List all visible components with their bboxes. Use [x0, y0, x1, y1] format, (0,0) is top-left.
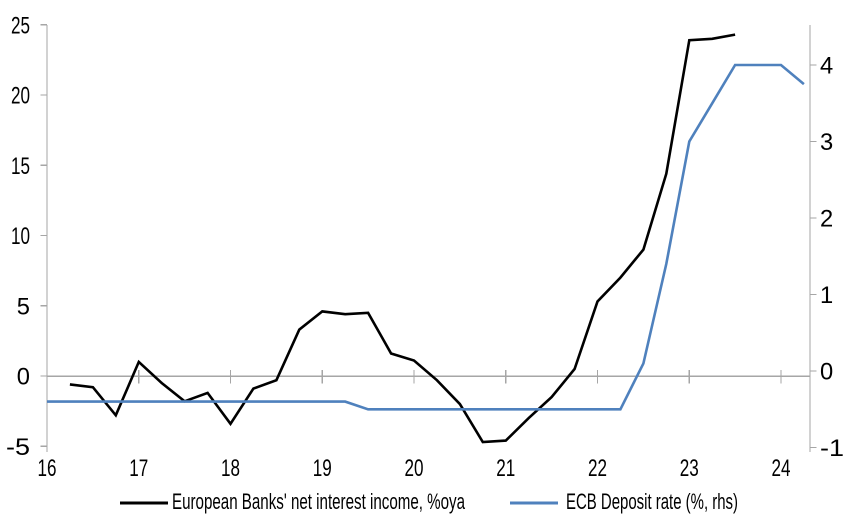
series-line-ecb-deposit-rate [47, 63, 805, 411]
legend: European Banks' net interest income, %oy… [120, 489, 738, 514]
x-axis-tick-label: 23 [680, 455, 699, 482]
x-axis-tick-label: 24 [772, 455, 791, 482]
right-axis-tick-label: 3 [820, 129, 833, 156]
x-axis-tick-label: 18 [221, 455, 240, 482]
x-axis-tick-label: 17 [129, 455, 148, 482]
x-axis-tick-label: 22 [588, 455, 607, 482]
legend-label-ecb-deposit-rate: ECB Deposit rate (%, rhs) [566, 489, 738, 514]
x-axis-tick-label: 16 [38, 455, 57, 482]
left-axis-tick-label: 20 [11, 83, 30, 110]
right-axis-tick-label: -1 [820, 435, 844, 462]
right-axis-tick-label: 4 [820, 53, 833, 80]
left-axis-tick-label: -5 [6, 434, 30, 461]
left-axis-tick-label: 15 [11, 153, 30, 180]
series-line-net-interest-income [69, 33, 736, 444]
right-axis-tick-label: 1 [820, 282, 833, 309]
right-axis-tick-label: 2 [820, 206, 833, 233]
left-axis-tick-label: 0 [17, 364, 30, 391]
left-axis-tick-label: 10 [11, 223, 30, 250]
x-axis-tick-label: 20 [405, 455, 424, 482]
x-axis-tick-label: 21 [496, 455, 515, 482]
left-axis-tick-label: 5 [17, 293, 30, 320]
legend-label-net-interest-income: European Banks' net interest income, %oy… [172, 489, 466, 514]
x-axis-tick-label: 19 [313, 455, 332, 482]
series-layer [47, 33, 805, 444]
right-axis-tick-label: 0 [820, 359, 833, 386]
left-axis-tick-label: 25 [11, 12, 30, 39]
